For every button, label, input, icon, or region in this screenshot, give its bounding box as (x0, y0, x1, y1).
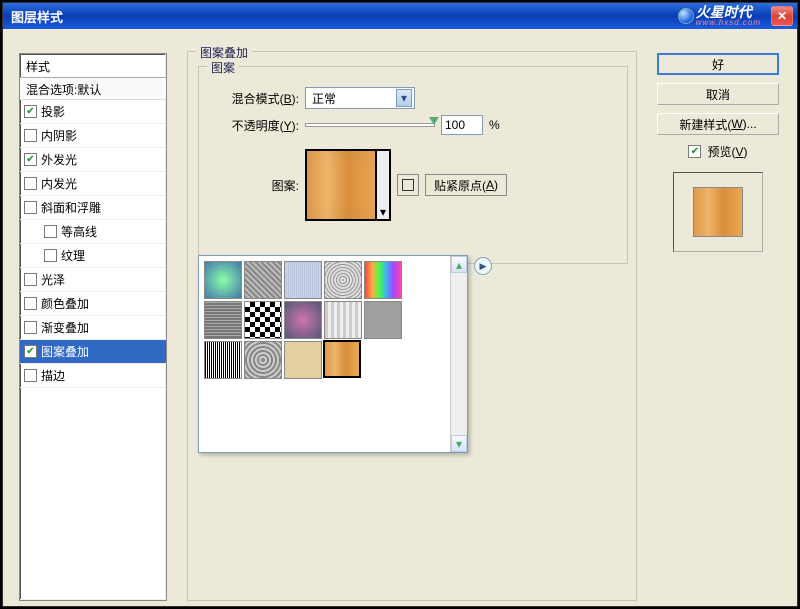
style-item-1[interactable]: 内阴影 (20, 124, 166, 148)
style-item-label: 颜色叠加 (41, 295, 89, 312)
right-panel: 好 取消 新建样式(W)... 预览(V) (657, 53, 779, 252)
ok-button[interactable]: 好 (657, 53, 779, 75)
pattern-select-row: 图案: ▾ 贴紧原点(A) (209, 149, 617, 221)
dialog-window: 图层样式 火星时代 www.hxsd.com ✕ 样式 混合选项:默认 投影内阴… (2, 2, 798, 607)
style-checkbox[interactable] (24, 177, 37, 190)
blend-mode-row: 混合模式(B): 正常 ▾ (209, 87, 617, 109)
titlebar: 图层样式 火星时代 www.hxsd.com ✕ (3, 3, 797, 29)
style-item-11[interactable]: 描边 (20, 364, 166, 388)
pattern-label: 图案: (209, 177, 299, 194)
style-checkbox[interactable] (44, 249, 57, 262)
new-style-button[interactable]: 新建样式(W)... (657, 113, 779, 135)
opacity-row: 不透明度(Y): 100 % (209, 115, 617, 135)
pattern-thumb-8[interactable] (324, 301, 362, 339)
cancel-button[interactable]: 取消 (657, 83, 779, 105)
opacity-label: 不透明度(Y): (209, 117, 299, 134)
style-item-label: 描边 (41, 367, 65, 384)
style-item-label: 渐变叠加 (41, 319, 89, 336)
pattern-thumb-12[interactable] (284, 341, 322, 379)
vertical-scrollbar[interactable]: ▴ ▾ (450, 256, 467, 452)
preview-checkbox-row[interactable]: 预览(V) (657, 143, 779, 160)
style-item-label: 内发光 (41, 175, 77, 192)
pattern-thumb-6[interactable] (244, 301, 282, 339)
style-item-label: 投影 (41, 103, 65, 120)
pattern-thumb-3[interactable] (324, 261, 362, 299)
close-icon: ✕ (777, 9, 787, 23)
watermark-url: www.hxsd.com (696, 19, 761, 27)
pattern-thumb-4[interactable] (364, 261, 402, 299)
watermark-text: 火星时代 (696, 5, 761, 19)
opacity-slider[interactable] (305, 123, 435, 127)
scroll-up-icon[interactable]: ▴ (451, 256, 467, 273)
scroll-down-icon[interactable]: ▾ (451, 435, 467, 452)
pattern-thumb-11[interactable] (244, 341, 282, 379)
pattern-subgroup: 图案 混合模式(B): 正常 ▾ 不透明度(Y): (198, 66, 628, 264)
style-item-label: 内阴影 (41, 127, 77, 144)
style-item-2[interactable]: 外发光 (20, 148, 166, 172)
blend-mode-select[interactable]: 正常 ▾ (305, 87, 415, 109)
style-checkbox[interactable] (24, 345, 37, 358)
pattern-thumb-9[interactable] (364, 301, 402, 339)
pattern-thumb-13[interactable] (323, 340, 361, 378)
style-checkbox[interactable] (24, 201, 37, 214)
pattern-thumb-1[interactable] (244, 261, 282, 299)
blend-mode-value: 正常 (312, 90, 336, 107)
preview-box (673, 172, 763, 252)
dialog-body: 样式 混合选项:默认 投影内阴影外发光内发光斜面和浮雕等高线纹理光泽颜色叠加渐变… (3, 29, 797, 606)
style-checkbox[interactable] (24, 321, 37, 334)
style-item-4[interactable]: 斜面和浮雕 (20, 196, 166, 220)
style-checkbox[interactable] (44, 225, 57, 238)
opacity-unit: % (489, 118, 500, 132)
style-item-3[interactable]: 内发光 (20, 172, 166, 196)
reset-pattern-button[interactable] (397, 174, 419, 196)
pattern-thumb-2[interactable] (284, 261, 322, 299)
style-checkbox[interactable] (24, 153, 37, 166)
style-item-10[interactable]: 图案叠加 (20, 340, 166, 364)
style-item-0[interactable]: 投影 (20, 100, 166, 124)
style-item-label: 斜面和浮雕 (41, 199, 101, 216)
style-checkbox[interactable] (24, 273, 37, 286)
pattern-thumb-10[interactable] (204, 341, 242, 379)
style-item-5[interactable]: 等高线 (20, 220, 166, 244)
styles-list-panel: 样式 混合选项:默认 投影内阴影外发光内发光斜面和浮雕等高线纹理光泽颜色叠加渐变… (19, 53, 167, 601)
style-item-8[interactable]: 颜色叠加 (20, 292, 166, 316)
globe-icon (678, 8, 694, 24)
style-checkbox[interactable] (24, 105, 37, 118)
preview-checkbox[interactable] (688, 145, 701, 158)
pattern-subgroup-title: 图案 (207, 59, 239, 76)
preview-label: 预览(V) (707, 143, 747, 160)
snap-origin-button[interactable]: 贴紧原点(A) (425, 174, 507, 196)
pattern-picker-panel: ▴ ▾ (198, 255, 468, 453)
style-item-label: 纹理 (61, 247, 85, 264)
preview-swatch (693, 187, 743, 237)
slider-thumb-icon[interactable] (429, 117, 439, 125)
pattern-swatch[interactable] (305, 149, 377, 221)
style-item-label: 图案叠加 (41, 343, 89, 360)
style-item-label: 外发光 (41, 151, 77, 168)
style-item-7[interactable]: 光泽 (20, 268, 166, 292)
pattern-thumb-5[interactable] (204, 301, 242, 339)
close-button[interactable]: ✕ (771, 6, 793, 26)
window-title: 图层样式 (7, 7, 678, 26)
pattern-thumbs (199, 256, 445, 384)
styles-header: 样式 (20, 54, 166, 78)
panel-options-button[interactable]: ▶ (474, 257, 492, 275)
blend-options-row[interactable]: 混合选项:默认 (20, 78, 166, 100)
chevron-down-icon: ▾ (396, 89, 412, 107)
reset-icon (402, 179, 414, 191)
style-item-6[interactable]: 纹理 (20, 244, 166, 268)
pattern-picker-dropdown[interactable]: ▾ (377, 149, 391, 221)
blend-mode-label: 混合模式(B): (209, 90, 299, 107)
watermark: 火星时代 www.hxsd.com (678, 5, 765, 27)
style-item-9[interactable]: 渐变叠加 (20, 316, 166, 340)
opacity-input[interactable]: 100 (441, 115, 483, 135)
style-checkbox[interactable] (24, 297, 37, 310)
pattern-thumb-7[interactable] (284, 301, 322, 339)
pattern-thumb-0[interactable] (204, 261, 242, 299)
style-item-label: 光泽 (41, 271, 65, 288)
style-checkbox[interactable] (24, 129, 37, 142)
style-checkbox[interactable] (24, 369, 37, 382)
style-item-label: 等高线 (61, 223, 97, 240)
